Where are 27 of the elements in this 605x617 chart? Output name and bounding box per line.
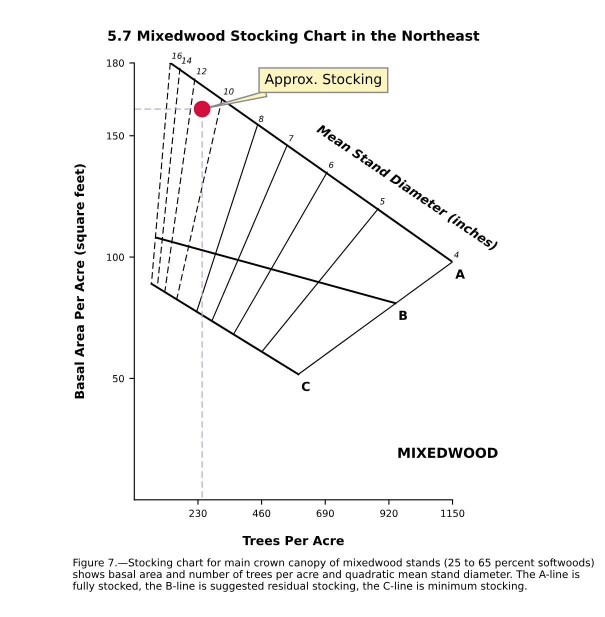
annotation: 8: [258, 116, 264, 122]
y-axis-title: Basal Area Per Acre (square feet): [74, 164, 87, 398]
annotation: 12: [196, 68, 206, 74]
series-label: B: [399, 310, 407, 320]
y-tick-label: 50: [112, 374, 124, 382]
series-label: C: [302, 382, 310, 392]
x-tick-label: 690: [316, 510, 334, 518]
annotation: 16: [172, 52, 182, 59]
annotation: 6: [329, 162, 334, 168]
y-tick-label: 100: [107, 254, 124, 261]
annotation: 4: [454, 252, 459, 258]
y-tick-label: 180: [107, 59, 124, 67]
annotation: 5: [380, 198, 385, 204]
x-axis-title: Trees Per Acre: [242, 536, 344, 546]
x-tick-label: 920: [380, 510, 398, 518]
text: Approx. Stocking: [264, 73, 381, 87]
annotation: 7: [289, 135, 294, 142]
x-tick-label: 1150: [441, 510, 464, 518]
annotation: 14: [182, 58, 192, 64]
y-tick-label: 150: [107, 132, 124, 140]
annotation: MIXEDWOOD: [398, 448, 498, 458]
caption: Figure 7.—Stocking chart for main crown canopy of mixedwood stands (25 to 65 percent softwoods) shows basal area and number of trees per acre and quadratic mean stand diameter. The A-line is fully stocked, the B-line is suggested residual stocking, the C-line is minimum stocking.: [72, 558, 594, 592]
chart-title: 5.7 Mixedwood Stocking Chart in the Northeast: [108, 30, 480, 44]
series-label: A: [455, 269, 465, 279]
x-tick-label: 460: [252, 510, 270, 518]
annotation: 10: [224, 88, 234, 95]
x-tick-label: 230: [189, 510, 207, 518]
